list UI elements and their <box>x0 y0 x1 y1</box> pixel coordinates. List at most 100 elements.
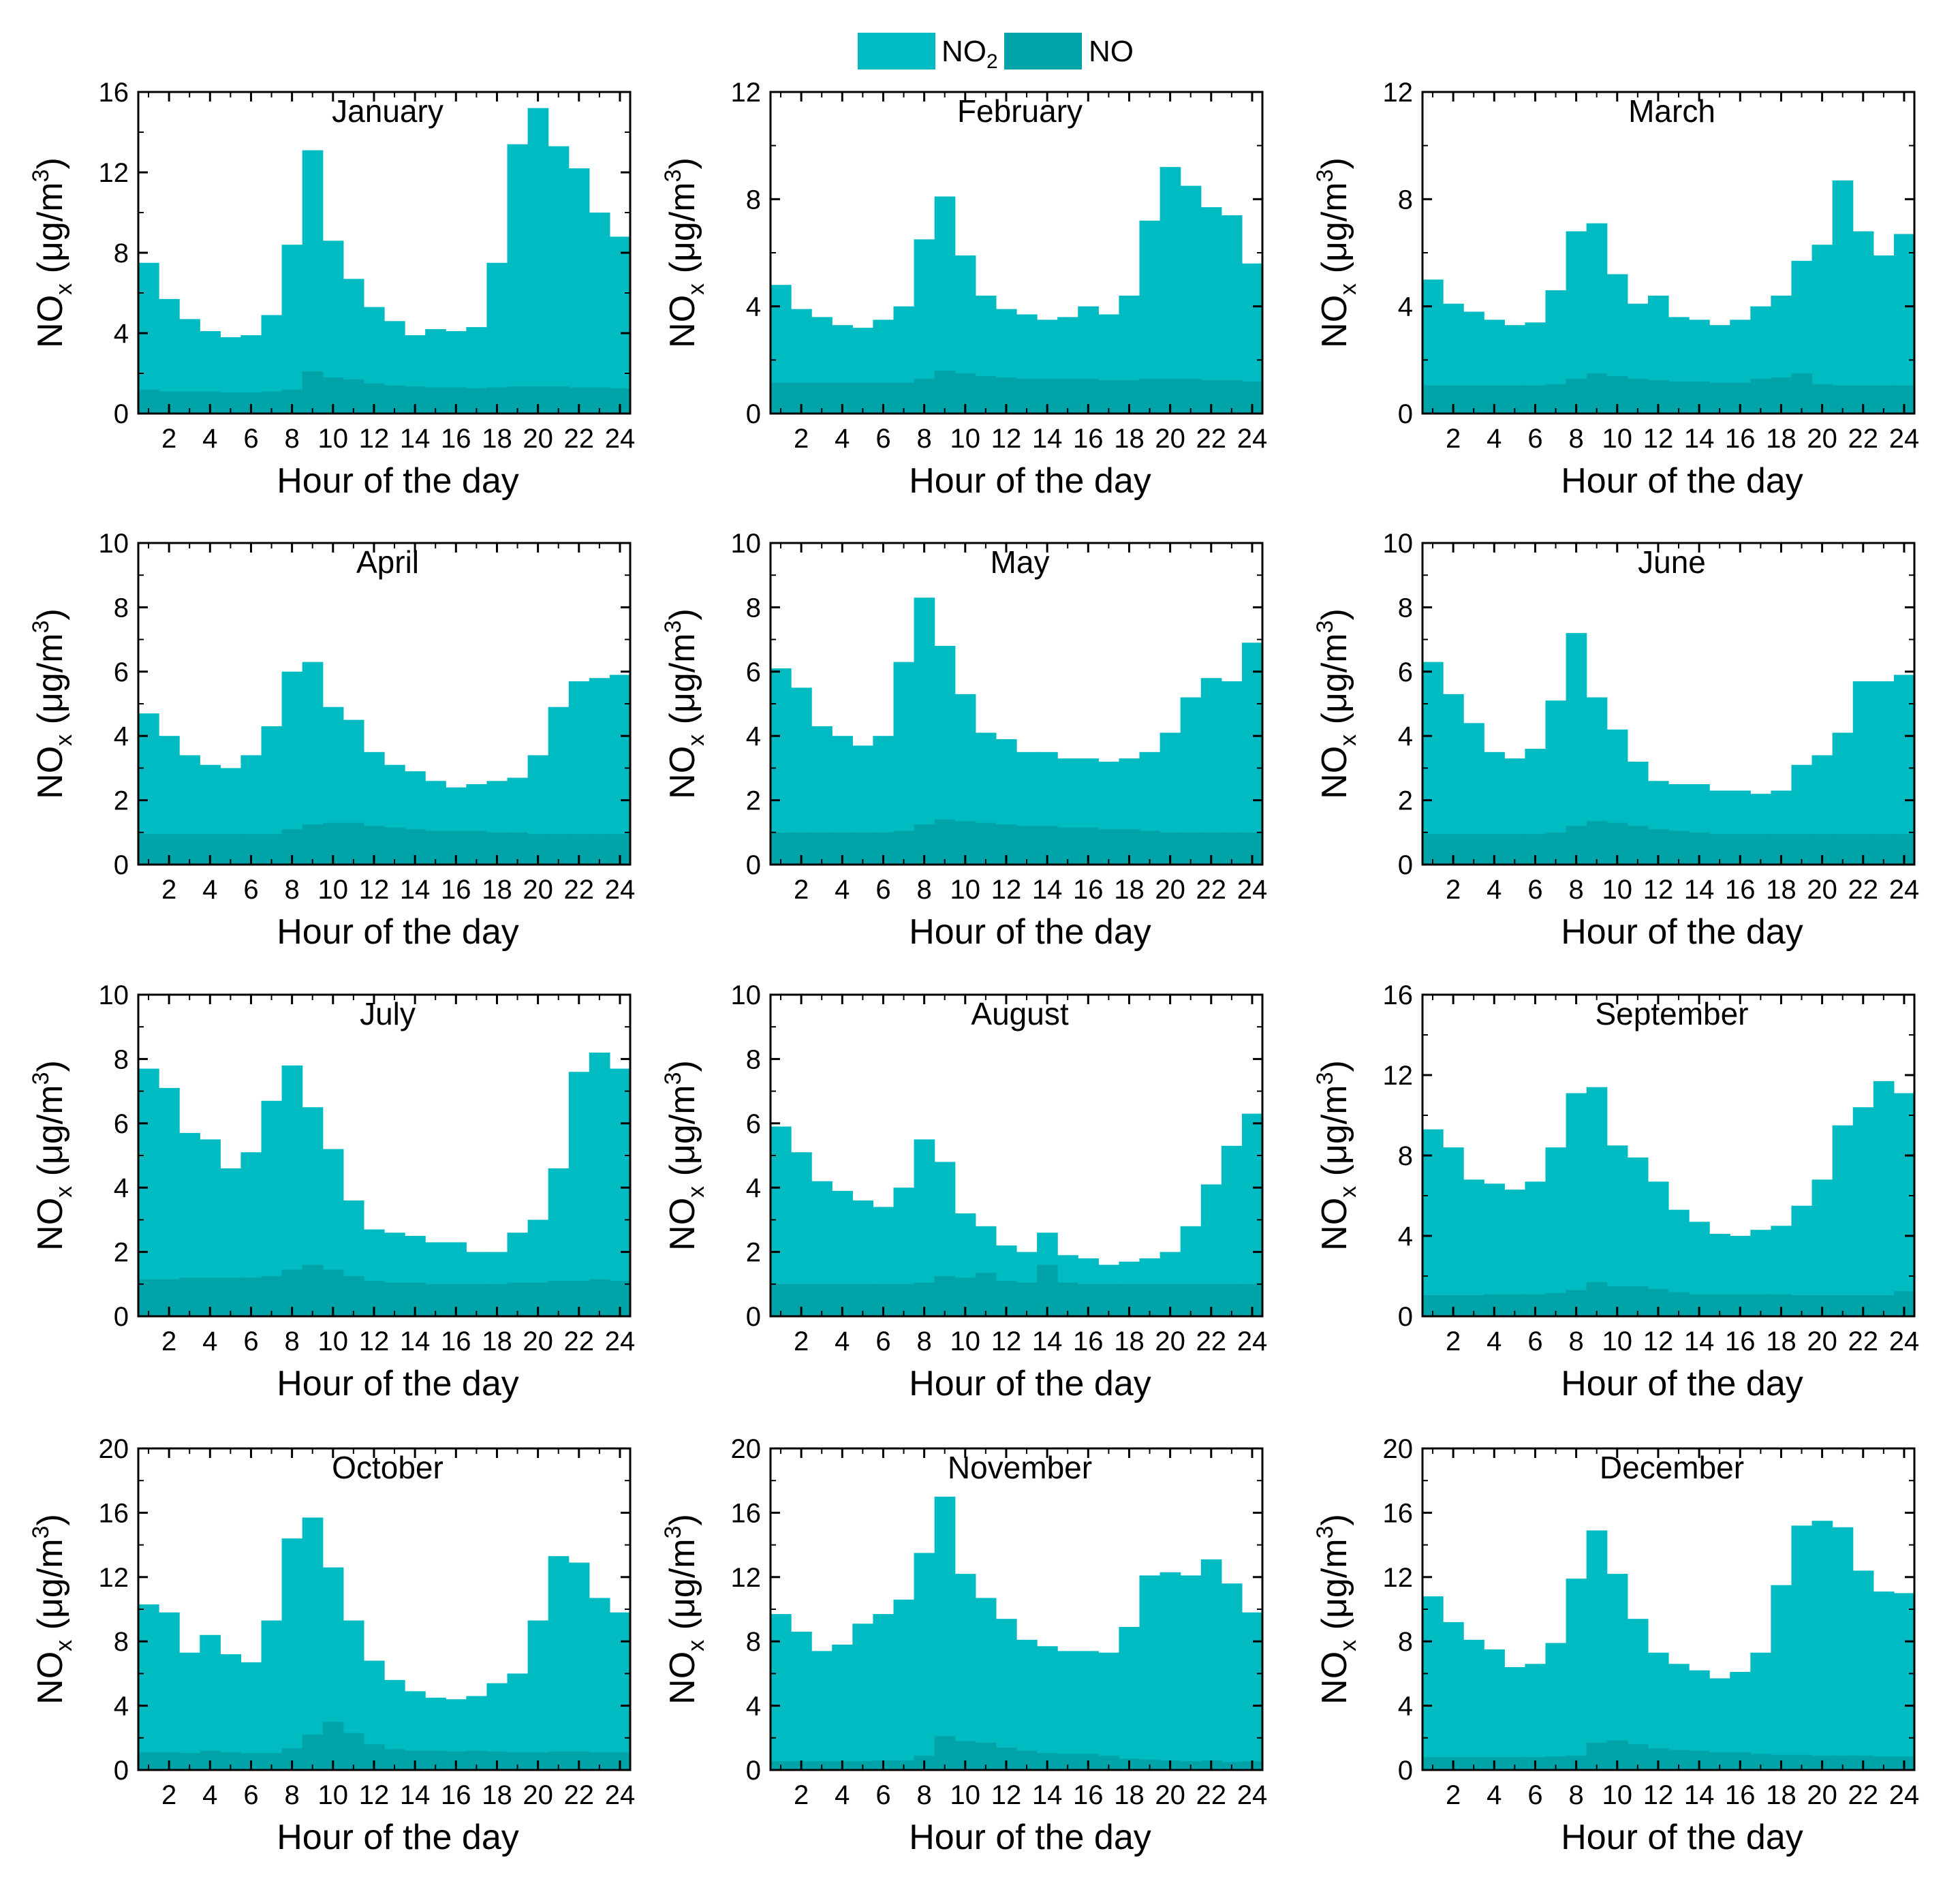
x-axis-label: Hour of the day <box>909 461 1151 501</box>
y-tick-label: 8 <box>746 1044 761 1074</box>
no2-bar <box>1463 1179 1484 1316</box>
no2-bar <box>1750 1652 1772 1770</box>
x-tick-label: 2 <box>794 1326 809 1356</box>
x-tick-label: 2 <box>161 424 176 454</box>
y-tick-label: 4 <box>1398 1222 1413 1252</box>
x-tick-label: 22 <box>564 1326 595 1356</box>
x-tick-label: 10 <box>950 1780 981 1810</box>
x-axis-label: Hour of the day <box>1561 1818 1803 1857</box>
no2-bar <box>1832 1125 1854 1316</box>
x-tick-label: 10 <box>1602 1326 1633 1356</box>
y-tick-label: 4 <box>114 319 129 349</box>
y-tick-label: 4 <box>746 721 761 751</box>
legend: NO2 NO <box>858 33 1134 73</box>
no2-bar <box>1180 1575 1202 1770</box>
no2-bar <box>1811 1179 1833 1316</box>
y-tick-label: 8 <box>1398 185 1413 215</box>
no2-bar <box>914 597 935 865</box>
x-tick-label: 20 <box>1807 424 1837 454</box>
no2-bar <box>589 678 610 865</box>
x-tick-label: 16 <box>441 1326 471 1356</box>
no-bar <box>975 822 997 865</box>
no-bar <box>1057 827 1078 865</box>
x-tick-label: 22 <box>1848 1326 1879 1356</box>
x-tick-label: 20 <box>1807 1326 1837 1356</box>
y-tick-label: 4 <box>114 1692 129 1722</box>
panel-title: February <box>957 93 1083 129</box>
no2-bar <box>1016 1639 1038 1770</box>
no-bar <box>384 827 405 865</box>
y-tick-label: 6 <box>114 657 129 687</box>
no-bar <box>384 1282 405 1316</box>
y-tick-label: 2 <box>1398 786 1413 816</box>
x-tick-label: 12 <box>991 424 1022 454</box>
x-tick-label: 14 <box>400 424 431 454</box>
no2-bar <box>589 213 610 414</box>
no-bar <box>1139 830 1161 865</box>
y-axis-label: NOx (μg/m3) <box>660 157 709 348</box>
no-bar <box>1627 378 1649 414</box>
no2-bar <box>1832 1527 1854 1770</box>
no2-bar <box>200 1634 221 1770</box>
y-axis-label: NOx (μg/m3) <box>1312 1514 1361 1705</box>
x-axis-label: Hour of the day <box>1561 1364 1803 1403</box>
no2-bar <box>1606 1574 1628 1770</box>
y-tick-label: 8 <box>746 185 761 215</box>
no2-bar <box>1791 1525 1813 1770</box>
no2-bar <box>1037 1646 1058 1770</box>
panel-title: January <box>332 93 444 129</box>
no-bar <box>1586 1282 1608 1316</box>
x-tick-label: 4 <box>835 1780 850 1810</box>
x-tick-label: 4 <box>1487 424 1502 454</box>
no-bar <box>1545 1756 1567 1770</box>
no2-bar <box>1422 662 1444 865</box>
no-bar <box>261 1276 283 1316</box>
y-tick-label: 10 <box>731 980 762 1010</box>
x-tick-label: 10 <box>950 424 981 454</box>
y-tick-label: 12 <box>1383 78 1414 108</box>
x-tick-label: 18 <box>1114 1780 1145 1810</box>
y-tick-label: 4 <box>1398 1692 1413 1722</box>
no2-bar <box>609 1612 631 1770</box>
no2-bar <box>1566 1093 1587 1316</box>
no-bar <box>1098 379 1120 414</box>
y-tick-label: 12 <box>1383 1563 1414 1593</box>
no2-bar <box>609 236 631 414</box>
x-tick-label: 22 <box>1196 1326 1227 1356</box>
no-bar <box>1221 379 1243 414</box>
no2-bar <box>589 1598 610 1770</box>
x-tick-label: 12 <box>991 875 1022 905</box>
x-tick-label: 20 <box>523 1326 553 1356</box>
x-tick-label: 22 <box>564 875 595 905</box>
x-tick-label: 12 <box>359 424 390 454</box>
no2-bar <box>1832 180 1854 414</box>
y-tick-label: 8 <box>114 593 129 623</box>
no2-bar <box>1586 1530 1608 1770</box>
x-tick-label: 2 <box>794 1780 809 1810</box>
no2-bar <box>138 1604 159 1770</box>
y-tick-label: 0 <box>746 399 761 429</box>
y-tick-label: 20 <box>1383 1434 1414 1464</box>
x-axis-label: Hour of the day <box>277 461 519 501</box>
no2-bar <box>1893 1093 1915 1316</box>
x-tick-label: 14 <box>400 1780 431 1810</box>
y-tick-label: 0 <box>114 399 129 429</box>
no2-bar <box>1852 1107 1874 1316</box>
x-tick-label: 18 <box>1766 424 1796 454</box>
no2-bar <box>1525 1664 1546 1770</box>
no2-bar <box>1443 1621 1464 1770</box>
no-bar <box>1180 378 1202 414</box>
x-tick-label: 10 <box>1602 424 1633 454</box>
x-tick-label: 18 <box>482 1780 512 1810</box>
no2-bar <box>771 1614 792 1770</box>
no-bar <box>548 1281 570 1316</box>
y-tick-label: 0 <box>114 1302 129 1332</box>
x-tick-label: 24 <box>1237 424 1268 454</box>
x-tick-label: 6 <box>875 1780 890 1810</box>
x-tick-label: 16 <box>441 1780 471 1810</box>
